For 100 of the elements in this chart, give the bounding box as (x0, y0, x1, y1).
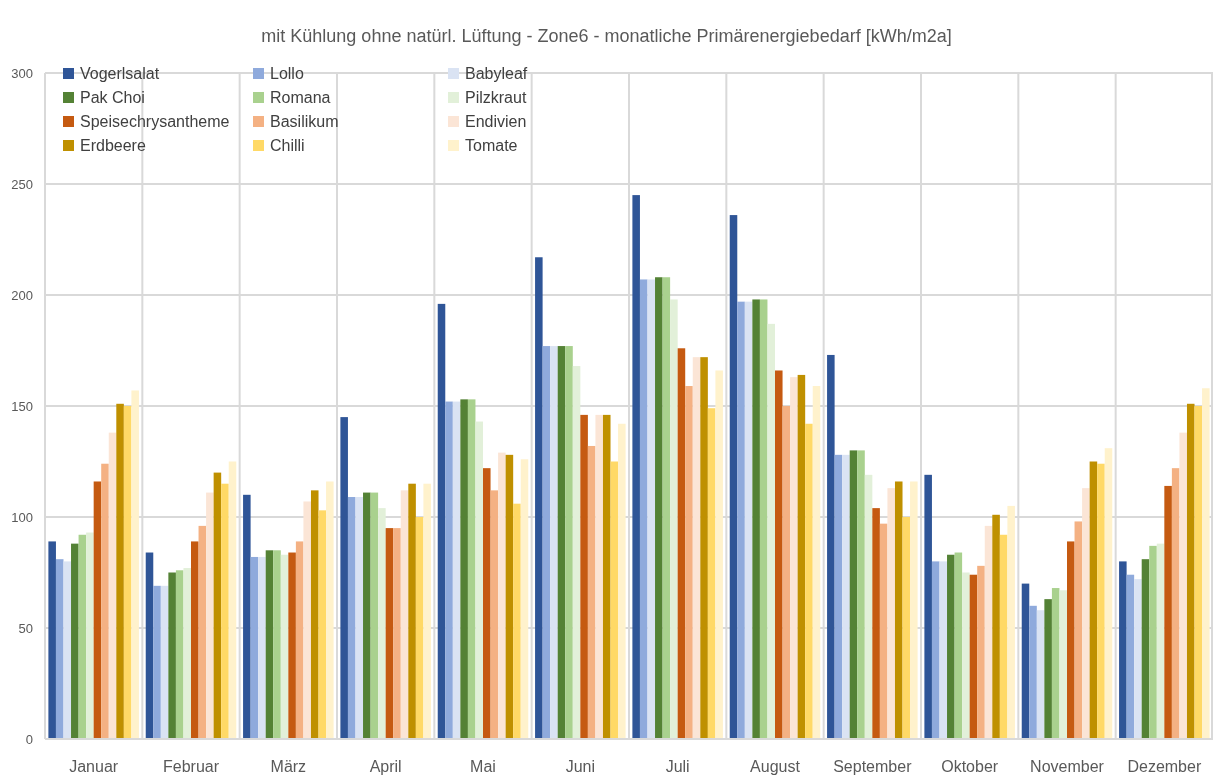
bar (834, 454, 843, 739)
bar (572, 366, 581, 739)
bar (1044, 599, 1052, 739)
legend-label: Speisechrysantheme (80, 112, 230, 130)
bar (445, 401, 453, 739)
bar (86, 532, 94, 739)
bar (655, 277, 663, 739)
bar (123, 406, 132, 739)
x-tick-label: Februar (162, 758, 220, 775)
bar (1171, 468, 1180, 739)
bar (48, 541, 56, 739)
x-tick-label: Januar (69, 758, 119, 775)
y-tick-label: 200 (11, 287, 33, 303)
bar (475, 421, 483, 739)
bar (116, 403, 124, 739)
bar (520, 459, 529, 739)
bar (670, 299, 678, 739)
bar (71, 543, 79, 739)
bar (55, 559, 64, 739)
bar (992, 514, 1000, 739)
bar (213, 472, 222, 739)
bar (602, 414, 611, 739)
y-tick-label: 250 (11, 176, 33, 192)
x-tick-label: September (833, 758, 913, 775)
bar (550, 346, 558, 739)
x-tick-label: November (1030, 758, 1105, 775)
bar (610, 461, 619, 739)
bar (183, 568, 191, 739)
bar (729, 215, 738, 739)
bar (639, 279, 648, 739)
bar (437, 303, 446, 739)
bar (347, 497, 356, 739)
bar (1036, 610, 1045, 739)
bar (894, 481, 903, 739)
bar (999, 534, 1008, 739)
bar (827, 354, 835, 739)
bar (535, 257, 543, 739)
bar (378, 508, 386, 739)
bar (557, 346, 566, 739)
bar (63, 561, 72, 739)
bar (947, 554, 955, 739)
bar (1051, 588, 1060, 739)
bar (452, 401, 461, 739)
bar (864, 474, 873, 739)
bar (258, 556, 266, 739)
bar (400, 490, 409, 739)
bar (408, 483, 416, 739)
bar (498, 452, 506, 739)
bar (318, 510, 327, 739)
bar (93, 481, 102, 739)
bar (565, 346, 573, 739)
bar (1059, 590, 1067, 739)
bar (977, 565, 985, 739)
y-tick-label: 0 (25, 731, 33, 747)
bar (857, 450, 865, 739)
bar (490, 490, 499, 739)
bar (513, 503, 521, 739)
bar (160, 585, 169, 739)
bar (1097, 463, 1105, 739)
bar (228, 461, 237, 739)
bar (131, 390, 139, 739)
bar (737, 301, 745, 739)
bar (385, 528, 394, 739)
bar (265, 550, 274, 739)
bar (595, 414, 603, 739)
bar (423, 483, 431, 739)
bar (587, 445, 596, 739)
bar (310, 490, 319, 739)
bar (872, 508, 880, 739)
bar (1186, 403, 1195, 739)
bar (280, 554, 289, 739)
legend-label: Pak Choi (80, 88, 145, 106)
bar (767, 323, 775, 739)
x-tick-label: Juni (565, 758, 596, 775)
legend-label: Erdbeere (80, 136, 146, 154)
legend-label: Lollo (270, 64, 304, 82)
bar (206, 492, 214, 739)
bar (370, 492, 379, 739)
bar (1029, 605, 1037, 739)
bar (700, 357, 708, 739)
bar (168, 572, 176, 739)
bar (542, 346, 551, 739)
bar (483, 468, 491, 739)
bar (879, 523, 888, 739)
x-tick-label: August (750, 758, 801, 775)
bar (969, 574, 978, 739)
bar (326, 481, 334, 739)
chart-title: mit Kühlung ohne natürl. Lüftung - Zone6 - monatliche Primärenergiebedarf [kWh/m2a] (261, 26, 952, 46)
bar (662, 277, 671, 739)
bar (295, 541, 304, 739)
bar (910, 481, 918, 739)
bar (340, 417, 348, 739)
x-tick-label: März (270, 758, 307, 775)
bar (1089, 461, 1098, 739)
legend-label: Endivien (465, 112, 527, 130)
bar (78, 534, 87, 739)
bar (505, 454, 514, 739)
bar (842, 454, 850, 739)
bar (677, 348, 686, 739)
bar (1074, 521, 1083, 739)
